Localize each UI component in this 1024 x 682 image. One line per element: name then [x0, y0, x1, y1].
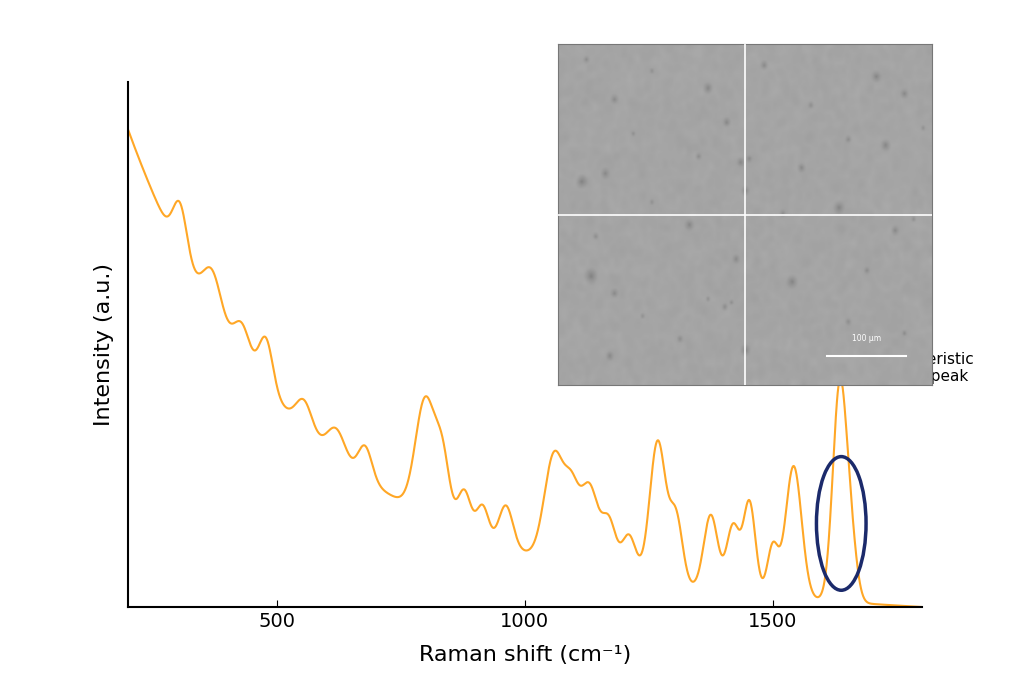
- Y-axis label: Intensity (a.u.): Intensity (a.u.): [94, 263, 114, 426]
- Particle 20: [122, 125, 134, 134]
- Particle 20: [426, 404, 438, 412]
- Particle 20: [212, 284, 224, 293]
- Particle 20: [915, 603, 928, 611]
- Particle 20: [814, 591, 826, 599]
- Text: Characteristic
Nylon-6 peak: Characteristic Nylon-6 peak: [867, 352, 974, 385]
- Text: 100 μm: 100 μm: [852, 333, 881, 342]
- X-axis label: Raman shift (cm⁻¹): Raman shift (cm⁻¹): [419, 644, 631, 665]
- Particle 20: [461, 489, 473, 497]
- Line: Particle 20: Particle 20: [128, 130, 922, 607]
- Particle 20: [900, 602, 912, 610]
- Particle 20: [259, 333, 271, 341]
- Legend: Particle 20: Particle 20: [735, 99, 904, 131]
